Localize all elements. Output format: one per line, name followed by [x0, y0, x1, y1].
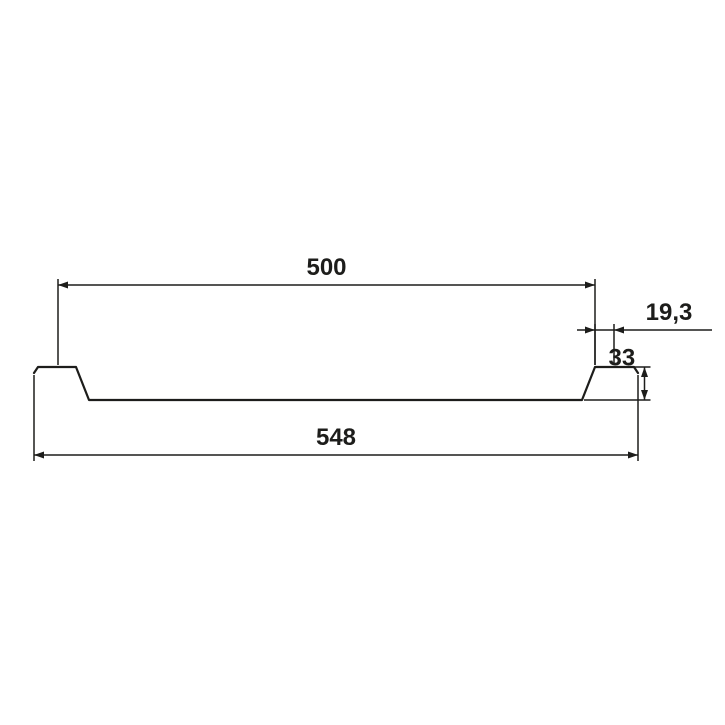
profile-diagram: 500 548 33 19,3	[0, 0, 725, 725]
dim-19-3: 19,3	[646, 299, 693, 326]
dim-33: 33	[609, 345, 636, 372]
dim-548: 548	[316, 424, 356, 451]
dim-500: 500	[306, 254, 346, 281]
profile-outline	[34, 367, 638, 400]
